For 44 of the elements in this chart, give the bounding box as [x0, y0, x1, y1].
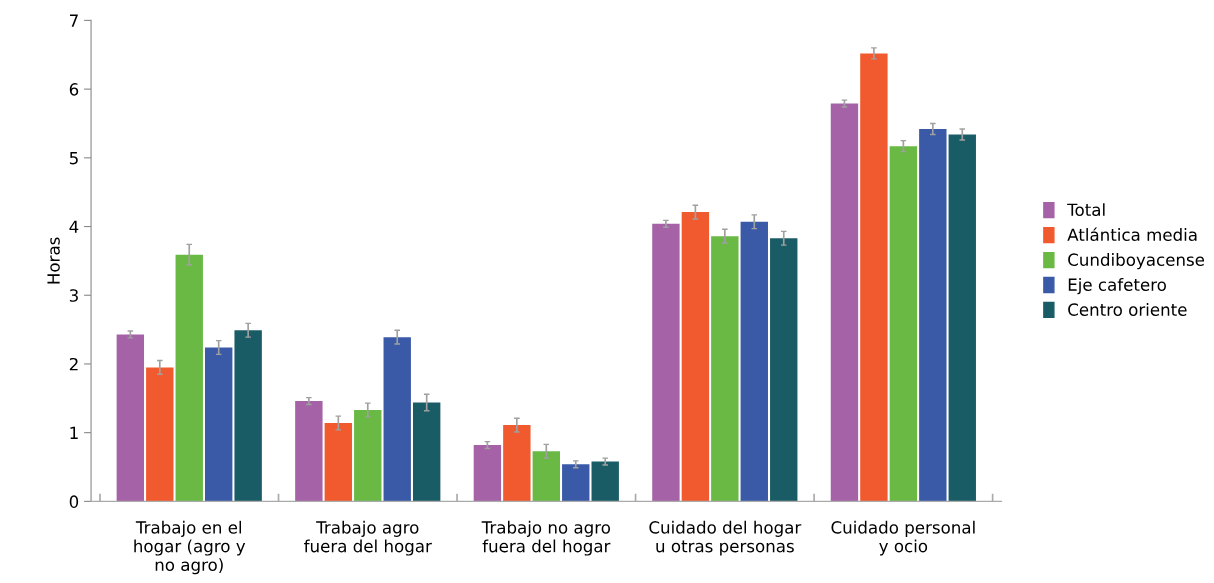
bar	[562, 464, 590, 502]
y-tick-label: 0	[69, 495, 79, 508]
bar	[860, 53, 888, 502]
bar	[652, 223, 680, 502]
y-tick-label: 3	[69, 289, 78, 302]
bar	[830, 103, 859, 502]
x-tick-label: Cuidado personal y ocio	[831, 520, 975, 556]
bar	[770, 238, 798, 502]
y-tick-label: 5	[69, 152, 78, 165]
bar	[711, 236, 739, 502]
bar	[503, 425, 531, 502]
bar	[324, 423, 353, 502]
y-tick-label: 4	[69, 220, 79, 233]
bar	[295, 401, 323, 502]
bar	[919, 128, 947, 502]
bar	[383, 337, 411, 502]
bar	[354, 409, 382, 502]
y-tick-label: 2	[69, 357, 78, 371]
legend-label: Total	[1067, 203, 1105, 217]
legend-label: Atlántica media	[1067, 227, 1197, 242]
legend-label: Eje cafetero	[1068, 278, 1166, 295]
bar	[146, 367, 174, 502]
y-tick-label: 1	[70, 426, 78, 439]
bar	[532, 451, 560, 502]
bar	[175, 254, 203, 502]
y-axis-title: Horas	[47, 237, 60, 284]
bar	[740, 221, 768, 502]
legend-label: Centro oriente	[1068, 303, 1187, 316]
bar	[948, 134, 976, 502]
bar	[116, 334, 145, 502]
legend-label: Cundiboyacense	[1068, 253, 1205, 270]
bar	[412, 402, 441, 502]
y-tick-label: 7	[70, 14, 78, 27]
x-tick-label: Trabajo agro fuera del hogar	[304, 520, 432, 556]
bar	[205, 347, 233, 502]
y-tick-label: 6	[69, 83, 79, 96]
x-tick-label: Cuidado del hogar u otras personas	[649, 520, 802, 556]
bar	[591, 461, 619, 502]
bar	[234, 330, 262, 502]
x-tick-label: Trabajo en el hogar (agro y no agro)	[134, 520, 246, 575]
bar	[473, 445, 502, 502]
bar	[681, 212, 710, 502]
x-tick-label: Trabajo no agro fuera del hogar	[481, 520, 611, 556]
bar	[889, 146, 918, 502]
